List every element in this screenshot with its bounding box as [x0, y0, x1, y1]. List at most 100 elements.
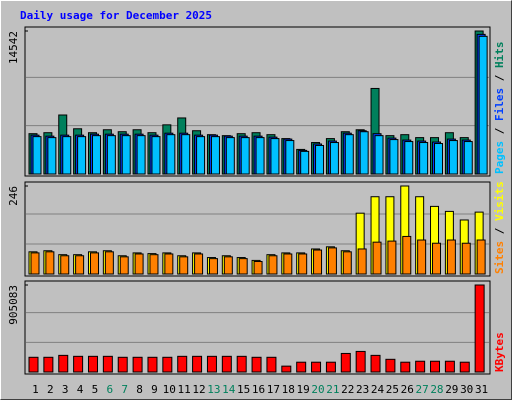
bar: [104, 251, 114, 275]
x-tick-label: 8: [136, 383, 143, 396]
bar: [404, 141, 414, 175]
bar: [147, 356, 158, 373]
x-tick-label: 5: [92, 383, 99, 396]
legend-separator: /: [493, 121, 506, 141]
bar: [132, 356, 143, 373]
bar: [164, 253, 174, 275]
bar: [446, 239, 456, 275]
bar: [387, 240, 397, 275]
x-tick-label: 24: [371, 383, 385, 396]
bar: [134, 253, 144, 275]
bar: [281, 365, 292, 373]
bar: [162, 356, 173, 373]
bar: [389, 139, 399, 175]
bar: [327, 247, 337, 275]
y-tick-label: 246: [7, 186, 20, 206]
bar: [296, 361, 307, 373]
x-tick-label: 16: [252, 383, 265, 396]
bar: [225, 137, 235, 175]
bar: [73, 355, 84, 373]
bar: [238, 258, 248, 275]
bar: [28, 356, 39, 373]
x-tick-label: 25: [386, 383, 399, 396]
chart-title: Daily usage for December 2025: [20, 9, 212, 22]
bar: [325, 361, 336, 373]
x-tick-label: 28: [430, 383, 443, 396]
bar: [478, 35, 488, 175]
bar: [45, 251, 55, 275]
legend: Sites / Visits: [493, 181, 506, 274]
x-tick-label: 6: [106, 383, 113, 396]
bar: [91, 135, 101, 175]
y-tick-label: 14542: [7, 31, 20, 64]
bar: [240, 137, 250, 175]
bar: [102, 355, 113, 373]
x-tick-label: 21: [326, 383, 339, 396]
bar: [340, 352, 351, 373]
x-tick-label: 3: [62, 383, 69, 396]
x-tick-label: 9: [151, 383, 158, 396]
bar: [400, 361, 411, 373]
bar: [47, 137, 57, 175]
legend-separator: /: [493, 68, 506, 88]
bar: [476, 239, 486, 275]
bar: [177, 355, 188, 373]
x-tick-label: 2: [47, 383, 54, 396]
bar: [357, 248, 367, 275]
bar: [417, 239, 427, 275]
bar: [221, 355, 232, 373]
bar: [329, 142, 339, 175]
bar: [434, 143, 444, 175]
bar: [444, 360, 455, 373]
bar: [206, 355, 217, 373]
bar: [402, 235, 412, 275]
bar: [355, 350, 366, 373]
bar: [374, 135, 384, 175]
bar: [119, 256, 129, 275]
bar: [251, 356, 262, 373]
bar: [136, 135, 146, 175]
bar: [372, 241, 382, 275]
bar: [208, 258, 218, 275]
legend-entry: Sites: [493, 241, 506, 274]
x-tick-label: 27: [415, 383, 428, 396]
bar: [285, 140, 295, 175]
bar: [359, 131, 369, 175]
x-tick-label: 10: [163, 383, 176, 396]
bar: [419, 142, 429, 175]
bar: [415, 360, 426, 373]
legend-entry: Pages: [493, 141, 506, 174]
bar: [270, 138, 280, 175]
x-tick-label: 14: [222, 383, 236, 396]
bar: [300, 150, 310, 175]
bar: [236, 355, 247, 373]
bar: [87, 355, 98, 373]
bar: [181, 134, 191, 175]
bar: [298, 253, 308, 275]
bar: [313, 249, 323, 275]
x-tick-label: 1: [32, 383, 39, 396]
legend-entry: Hits: [493, 42, 506, 69]
legend-entry: Visits: [493, 181, 506, 221]
x-tick-label: 17: [267, 383, 280, 396]
bar: [151, 136, 161, 175]
x-tick-label: 26: [401, 383, 414, 396]
x-tick-label: 4: [77, 383, 84, 396]
x-tick-label: 11: [178, 383, 191, 396]
bar: [194, 253, 204, 275]
bar: [283, 253, 293, 275]
bar: [149, 254, 159, 275]
bar: [89, 252, 99, 275]
bar: [311, 361, 322, 373]
x-tick-label: 23: [356, 383, 369, 396]
bar: [370, 354, 381, 373]
legend: KBytes: [493, 332, 506, 372]
bar: [253, 260, 263, 275]
legend: Pages / Files / Hits: [493, 42, 506, 175]
bar: [474, 284, 485, 373]
bar: [342, 251, 352, 275]
bar: [463, 141, 473, 175]
x-tick-label: 31: [475, 383, 488, 396]
